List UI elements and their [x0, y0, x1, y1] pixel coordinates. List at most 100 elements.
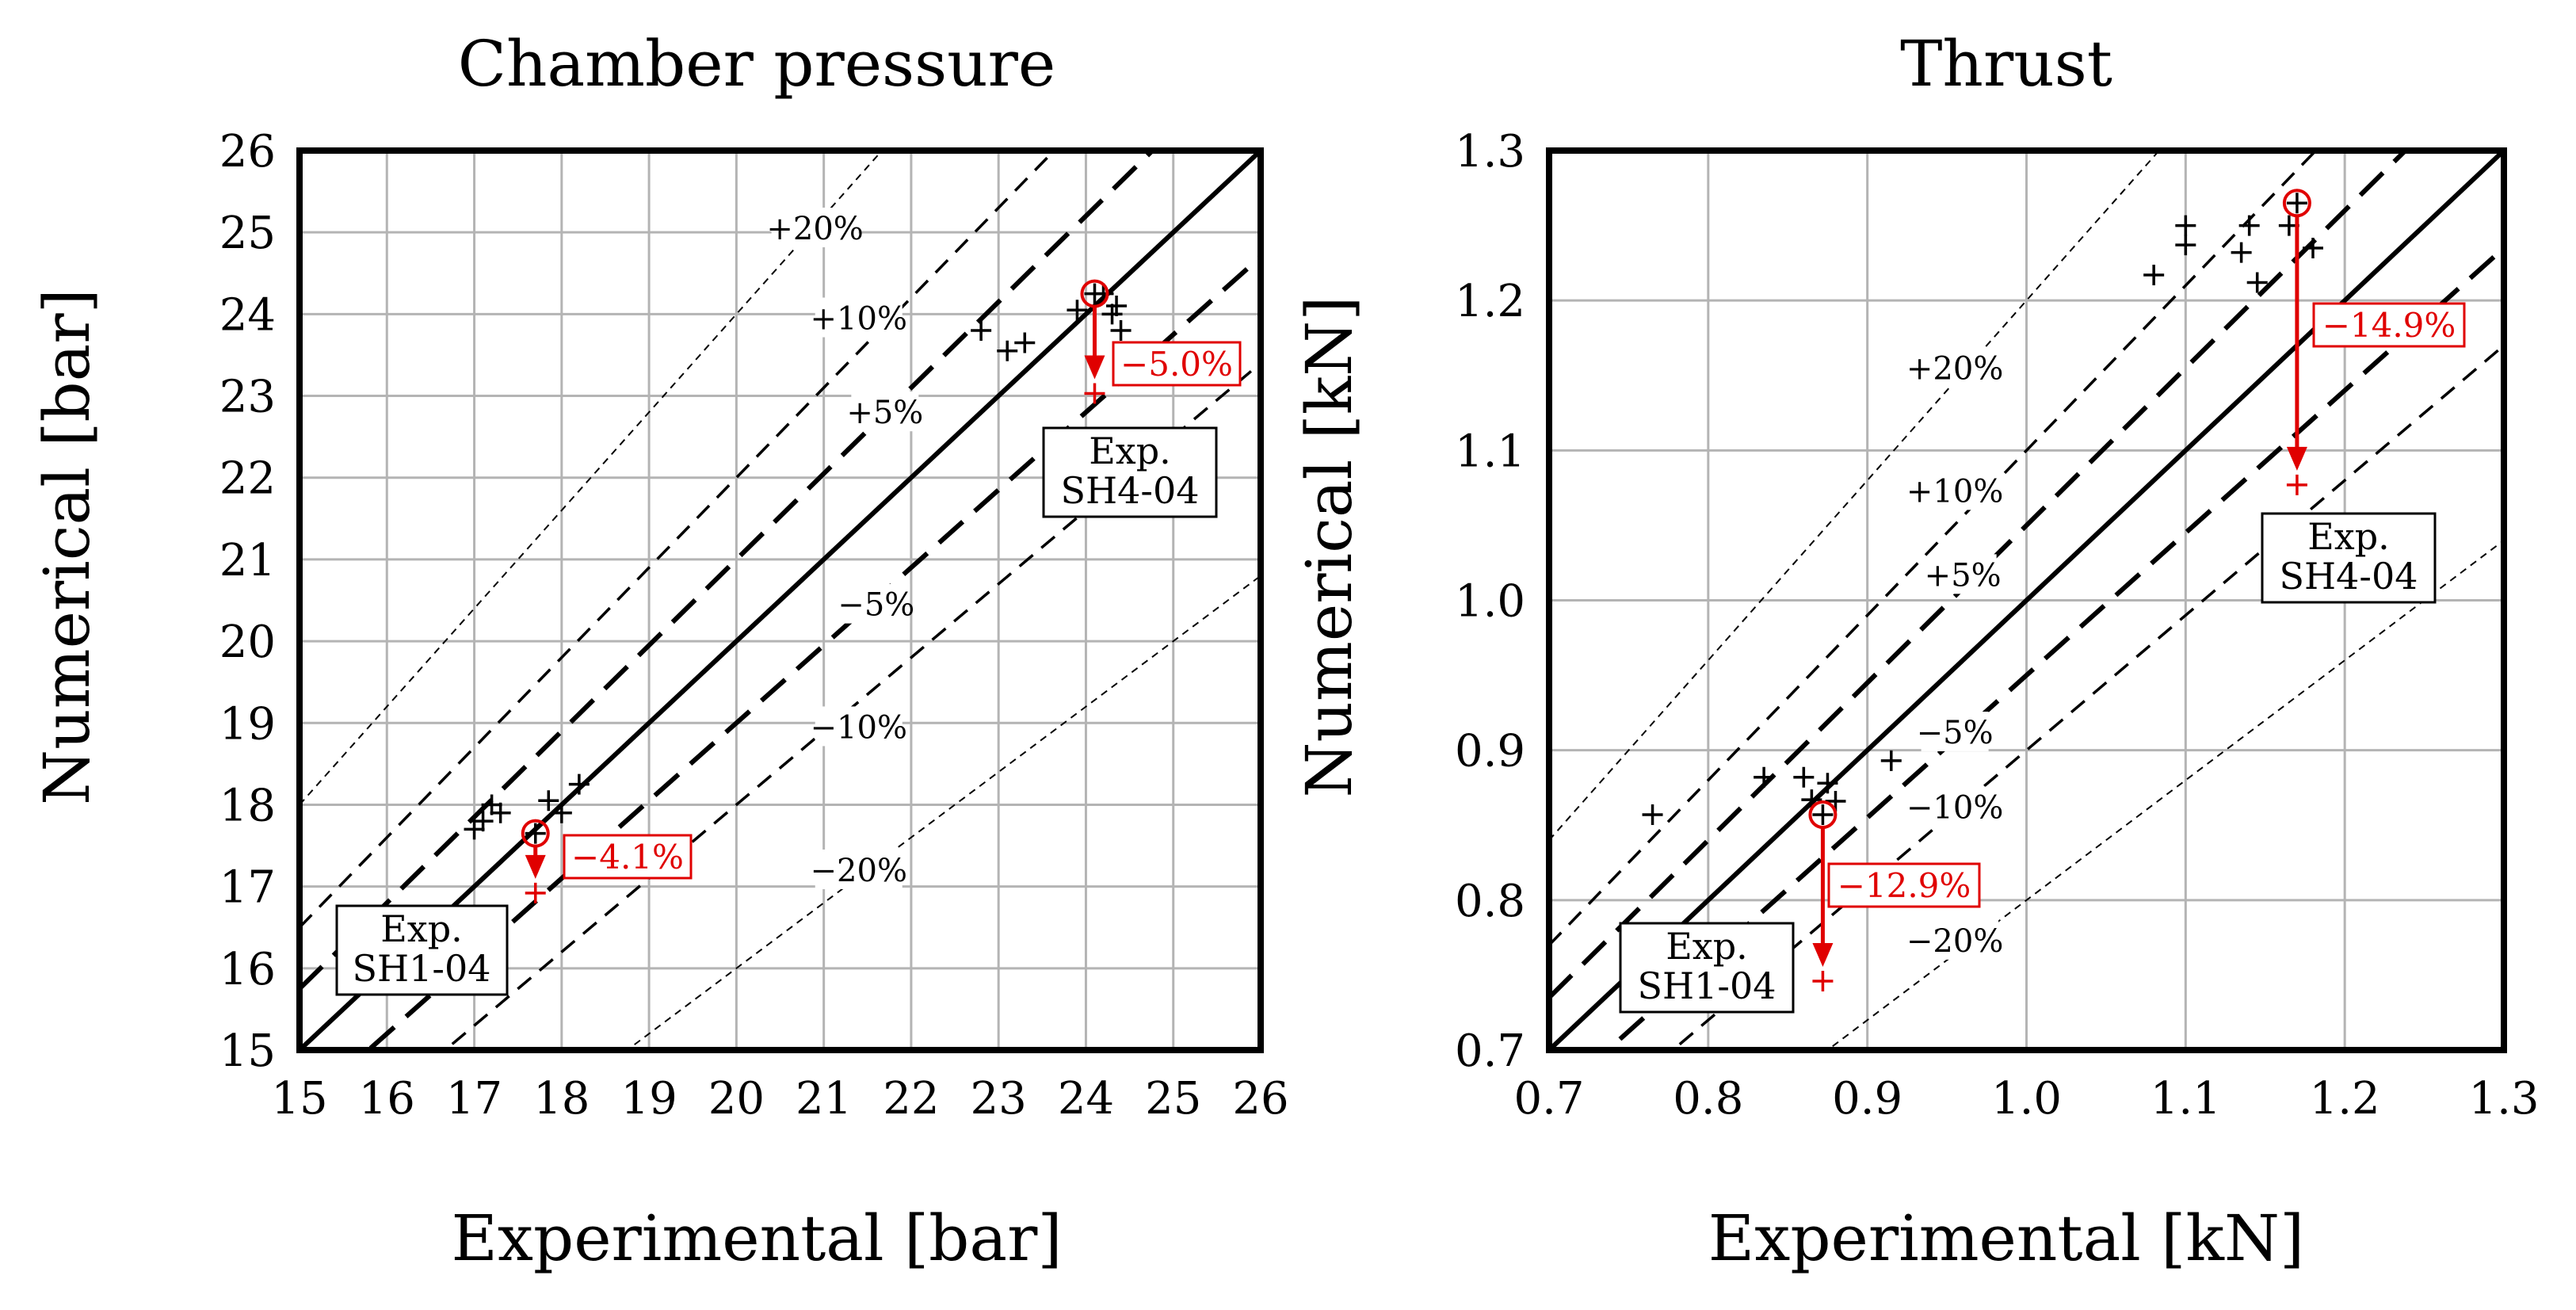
data-point — [971, 320, 992, 341]
label-background — [842, 583, 910, 624]
x-tick-label: 24 — [1058, 1073, 1114, 1125]
change-label: −4.1% — [571, 838, 684, 877]
tick-labels: 15 16 17 18 19 20 21 22 23 24 25 26 15 16 17 18 19 20 21 22… — [219, 126, 1289, 1125]
y-tick-label: 18 — [219, 780, 276, 831]
x-tick-label: 16 — [359, 1073, 415, 1125]
y-tick-label: 17 — [219, 862, 276, 914]
data-points — [464, 283, 1132, 840]
data-point — [1642, 804, 1663, 826]
data-point — [1110, 320, 1132, 341]
change-label-sh4-04: −14.9% — [2312, 302, 2466, 348]
y-tick-label: 26 — [219, 126, 276, 178]
change-label-sh4-04: −5.0% — [1112, 341, 1242, 387]
reference-line-label: +20% — [1906, 350, 2003, 387]
reference-line — [300, 151, 1056, 929]
reference-line-label: +20% — [766, 211, 863, 247]
annotation-line1: Exp. — [2307, 515, 2390, 558]
label-background — [1911, 347, 1999, 388]
highlight-arrow-head — [1084, 355, 1105, 380]
reference-line — [1549, 151, 2409, 999]
label-background — [1911, 919, 1999, 960]
reference-line — [1670, 344, 2504, 1050]
x-tick-label: 0.7 — [1513, 1073, 1584, 1125]
y-tick-label: 0.8 — [1455, 876, 1525, 927]
change-label: −14.9% — [2322, 306, 2456, 345]
x-tick-label: 25 — [1145, 1073, 1201, 1125]
y-tick-label: 16 — [219, 944, 276, 995]
data-point — [2238, 215, 2260, 236]
reference-line — [1549, 151, 2504, 1050]
data-point — [1067, 300, 1088, 321]
reference-line-label: +10% — [1906, 473, 2003, 510]
y-tick-label: 25 — [219, 208, 276, 259]
data-point — [1817, 773, 1838, 794]
change-label-sh1-04: −12.9% — [1827, 862, 1981, 908]
reference-line-label: +10% — [811, 301, 907, 338]
plot-frame — [296, 147, 1264, 1053]
thrust-panel: Thrust Experimental [kN] Numerical [kN] … — [1292, 27, 2540, 1275]
y-tick-label: 21 — [219, 535, 276, 586]
annotation-line1: Exp. — [1089, 430, 1171, 472]
y-tick-label: 15 — [219, 1025, 276, 1077]
reference-line-label: −20% — [1906, 923, 2003, 960]
annotation-line2: SH4-04 — [1061, 469, 1200, 512]
x-tick-label: 20 — [708, 1073, 765, 1125]
highlight-arrow-head — [525, 854, 546, 879]
y-axis-label: Numerical [bar] — [30, 288, 104, 805]
reference-line-label: −5% — [1917, 715, 1994, 751]
data-point — [551, 802, 572, 823]
data-point — [490, 802, 511, 823]
chamber-pressure-panel: Chamber pressure Experimental [bar] Nume… — [30, 27, 1289, 1275]
x-tick-label: 0.8 — [1673, 1073, 1743, 1125]
annotation-sh1-04: Exp. SH1-04 — [335, 904, 509, 996]
change-label: −5.0% — [1120, 345, 1233, 384]
x-tick-label: 1.0 — [1991, 1073, 2062, 1125]
y-axis-label: Numerical [kN] — [1292, 296, 1366, 798]
label-background — [815, 850, 903, 889]
label-background — [815, 297, 903, 338]
plot-frame — [1546, 147, 2507, 1053]
data-point — [2303, 237, 2323, 258]
y-tick-label: 0.9 — [1455, 726, 1525, 777]
y-tick-label: 1.2 — [1455, 276, 1525, 327]
y-tick-label: 22 — [219, 453, 276, 505]
label-background — [1911, 470, 1999, 510]
numerical-point — [2286, 474, 2307, 495]
data-point — [2286, 193, 2307, 214]
data-point — [997, 340, 1018, 361]
label-background — [1921, 711, 1989, 751]
chart-title: Chamber pressure — [458, 27, 1056, 101]
annotation-sh1-04: Exp. SH1-04 — [1619, 922, 1795, 1014]
change-label-sh1-04: −4.1% — [563, 834, 693, 880]
y-tick-label: 20 — [219, 617, 276, 668]
reference-line — [300, 151, 1261, 1050]
annotation-line2: SH1-04 — [1638, 964, 1776, 1007]
change-label: −12.9% — [1838, 866, 1971, 905]
numerical-point — [1812, 970, 1834, 991]
x-tick-label: 15 — [271, 1073, 327, 1125]
chart-title: Thrust — [1900, 27, 2112, 101]
x-tick-label: 26 — [1232, 1073, 1288, 1125]
data-point — [525, 823, 546, 844]
data-point — [1812, 804, 1834, 826]
x-tick-label: 19 — [620, 1073, 677, 1125]
y-tick-label: 1.0 — [1455, 576, 1525, 628]
x-tick-label: 22 — [883, 1073, 939, 1125]
reference-line-label: +5% — [846, 395, 923, 431]
x-tick-label: 0.9 — [1832, 1073, 1902, 1125]
data-point — [1825, 790, 1846, 812]
y-tick-label: 1.3 — [1455, 126, 1525, 178]
reference-line — [443, 361, 1261, 1050]
data-point — [1084, 283, 1105, 304]
highlight-arrow-head — [1812, 942, 1834, 967]
numerical-point — [525, 882, 546, 903]
annotation-sh4-04: Exp. SH4-04 — [2261, 512, 2437, 604]
reference-lines — [300, 151, 1261, 1050]
reference-line-labels: +5% −5% +10% −10% +20% −20% — [1906, 347, 2003, 960]
data-point — [2231, 242, 2252, 263]
reference-line-label: +5% — [1925, 557, 2002, 594]
reference-line-label: −10% — [811, 709, 907, 746]
y-tick-label: 19 — [219, 698, 276, 750]
annotation-line1: Exp. — [380, 907, 463, 950]
